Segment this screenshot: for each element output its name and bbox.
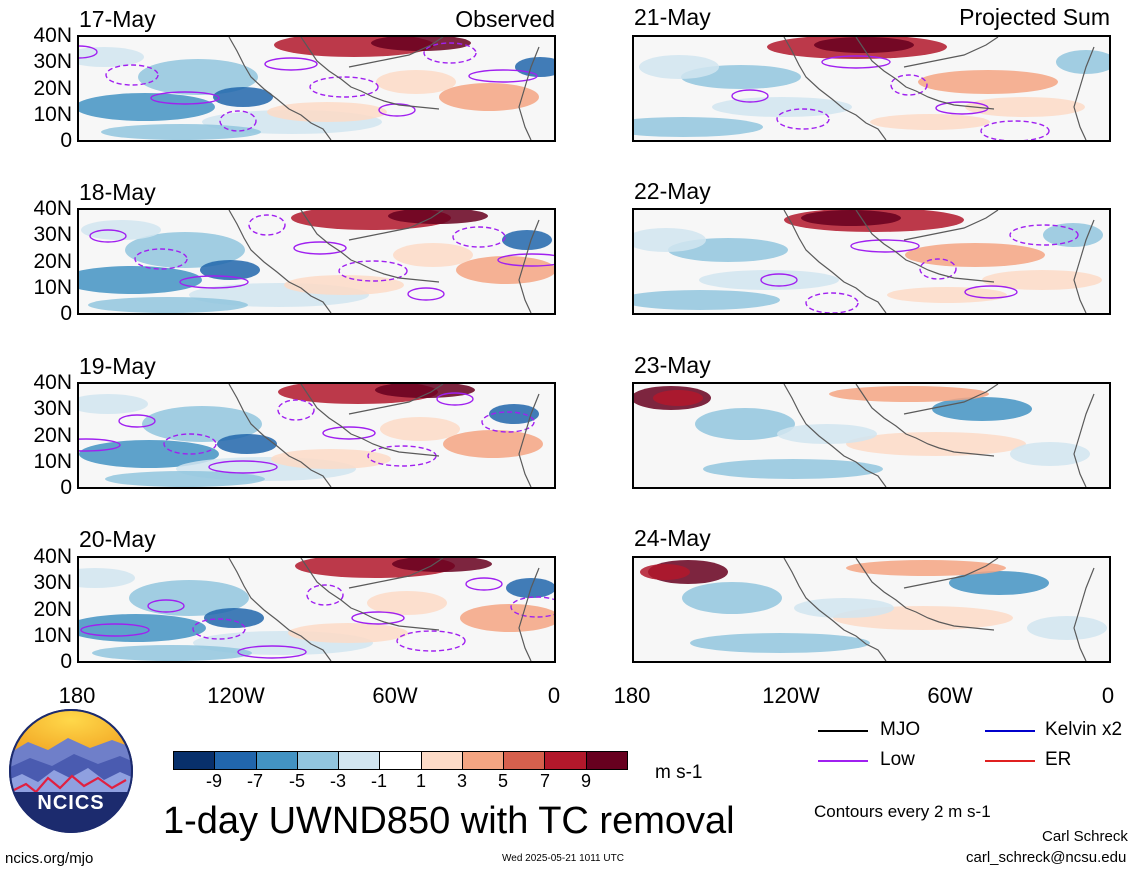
y-tick-label: 0 <box>60 129 72 152</box>
y-tick-label: 20N <box>33 250 72 273</box>
y-tick-label: 30N <box>33 223 72 246</box>
x-tick-label: 60W <box>372 683 418 708</box>
x-tick-label: 180 <box>58 683 96 708</box>
x-tick-label: 120W <box>207 683 265 708</box>
x-tick-label: 180 <box>613 683 651 708</box>
colorbar-swatch <box>174 752 215 769</box>
colorbar-swatch <box>461 752 504 769</box>
x-tick-label: 0 <box>1101 683 1115 708</box>
map-panel-left-1 <box>77 35 556 142</box>
colorbar-swatch <box>338 752 380 769</box>
colorbar-swatch <box>420 752 462 769</box>
colorbar-label: -3 <box>329 771 346 791</box>
footer-url[interactable]: ncics.org/mjo <box>5 850 94 867</box>
colorbar-swatch <box>503 752 545 769</box>
x-tick-label: 120W <box>762 683 820 708</box>
mjo-line-swatch <box>818 730 868 732</box>
y-tick-label: 20N <box>33 424 72 447</box>
map-panel-left-2 <box>77 208 556 315</box>
y-tick-label: 0 <box>60 302 72 325</box>
panel-date-left-3: 19-May <box>79 353 156 379</box>
kelvin-line-swatch <box>985 730 1035 732</box>
y-tick-label: 10N <box>33 624 72 647</box>
colorbar <box>173 751 628 770</box>
colorbar-label: 3 <box>456 771 467 791</box>
legend-mjo: MJO <box>880 719 921 740</box>
low-line-swatch <box>818 760 868 762</box>
colorbar-label: -7 <box>246 771 263 791</box>
y-tick-label: 20N <box>33 598 72 621</box>
panel-date-right-4: 24-May <box>634 525 711 551</box>
colorbar-label: 1 <box>415 771 426 791</box>
colorbar-label: -5 <box>288 771 305 791</box>
map-panel-left-4 <box>77 556 556 663</box>
y-tick-label: 30N <box>33 571 72 594</box>
y-tick-label: 0 <box>60 476 72 499</box>
footer-author: Carl Schreck <box>1042 828 1128 845</box>
y-tick-label: 30N <box>33 397 72 420</box>
y-tick-label: 20N <box>33 77 72 100</box>
colorbar-label: 7 <box>539 771 550 791</box>
colorbar-label: 5 <box>497 771 508 791</box>
colorbar-swatch <box>214 752 256 769</box>
y-tick-label: 10N <box>33 103 72 126</box>
footer-timestamp: Wed 2025-05-21 1011 UTC <box>502 853 624 864</box>
panel-date-left-1: 17-May <box>79 6 156 32</box>
panel-date-right-3: 23-May <box>634 352 711 378</box>
legend-er: ER <box>1045 749 1072 770</box>
figure-title: 1-day UWND850 with TC removal <box>163 800 735 842</box>
colorbar-label: -9 <box>205 771 222 791</box>
panel-date-left-2: 18-May <box>79 179 156 205</box>
panel-date-right-1: 21-May <box>634 4 711 30</box>
logo-text: NCICS <box>37 792 105 814</box>
footer-email[interactable]: carl_schreck@ncsu.edu <box>966 849 1127 866</box>
map-panel-right-1 <box>632 35 1111 142</box>
colorbar-swatch <box>585 752 627 769</box>
map-panel-right-3 <box>632 382 1111 489</box>
colorbar-swatch <box>296 752 339 769</box>
colorbar-swatch <box>255 752 297 769</box>
y-tick-label: 10N <box>33 276 72 299</box>
colorbar-label: -1 <box>370 771 387 791</box>
y-tick-label: 30N <box>33 50 72 73</box>
er-line-swatch <box>985 760 1035 762</box>
ncics-logo: NCICS <box>8 708 134 834</box>
colorbar-swatch <box>379 752 421 769</box>
panel-date-right-2: 22-May <box>634 178 711 204</box>
colorbar-units: m s-1 <box>655 762 703 783</box>
map-panel-right-4 <box>632 556 1111 663</box>
x-tick-label: 60W <box>927 683 973 708</box>
observed-label: Observed <box>455 6 555 32</box>
y-tick-label: 40N <box>33 197 72 220</box>
legend-kelvin: Kelvin x2 <box>1045 719 1123 740</box>
legend-low: Low <box>880 749 915 770</box>
colorbar-swatch <box>544 752 586 769</box>
colorbar-label: 9 <box>580 771 591 791</box>
x-tick-label: 0 <box>547 683 561 708</box>
y-tick-label: 0 <box>60 650 72 673</box>
y-tick-label: 10N <box>33 450 72 473</box>
y-tick-label: 40N <box>33 24 72 47</box>
projected-sum-label: Projected Sum <box>959 4 1110 30</box>
y-tick-label: 40N <box>33 545 72 568</box>
map-panel-right-2 <box>632 208 1111 315</box>
contours-note: Contours every 2 m s-1 <box>814 802 991 821</box>
panel-date-left-4: 20-May <box>79 526 156 552</box>
map-panel-left-3 <box>77 382 556 489</box>
y-tick-label: 40N <box>33 371 72 394</box>
